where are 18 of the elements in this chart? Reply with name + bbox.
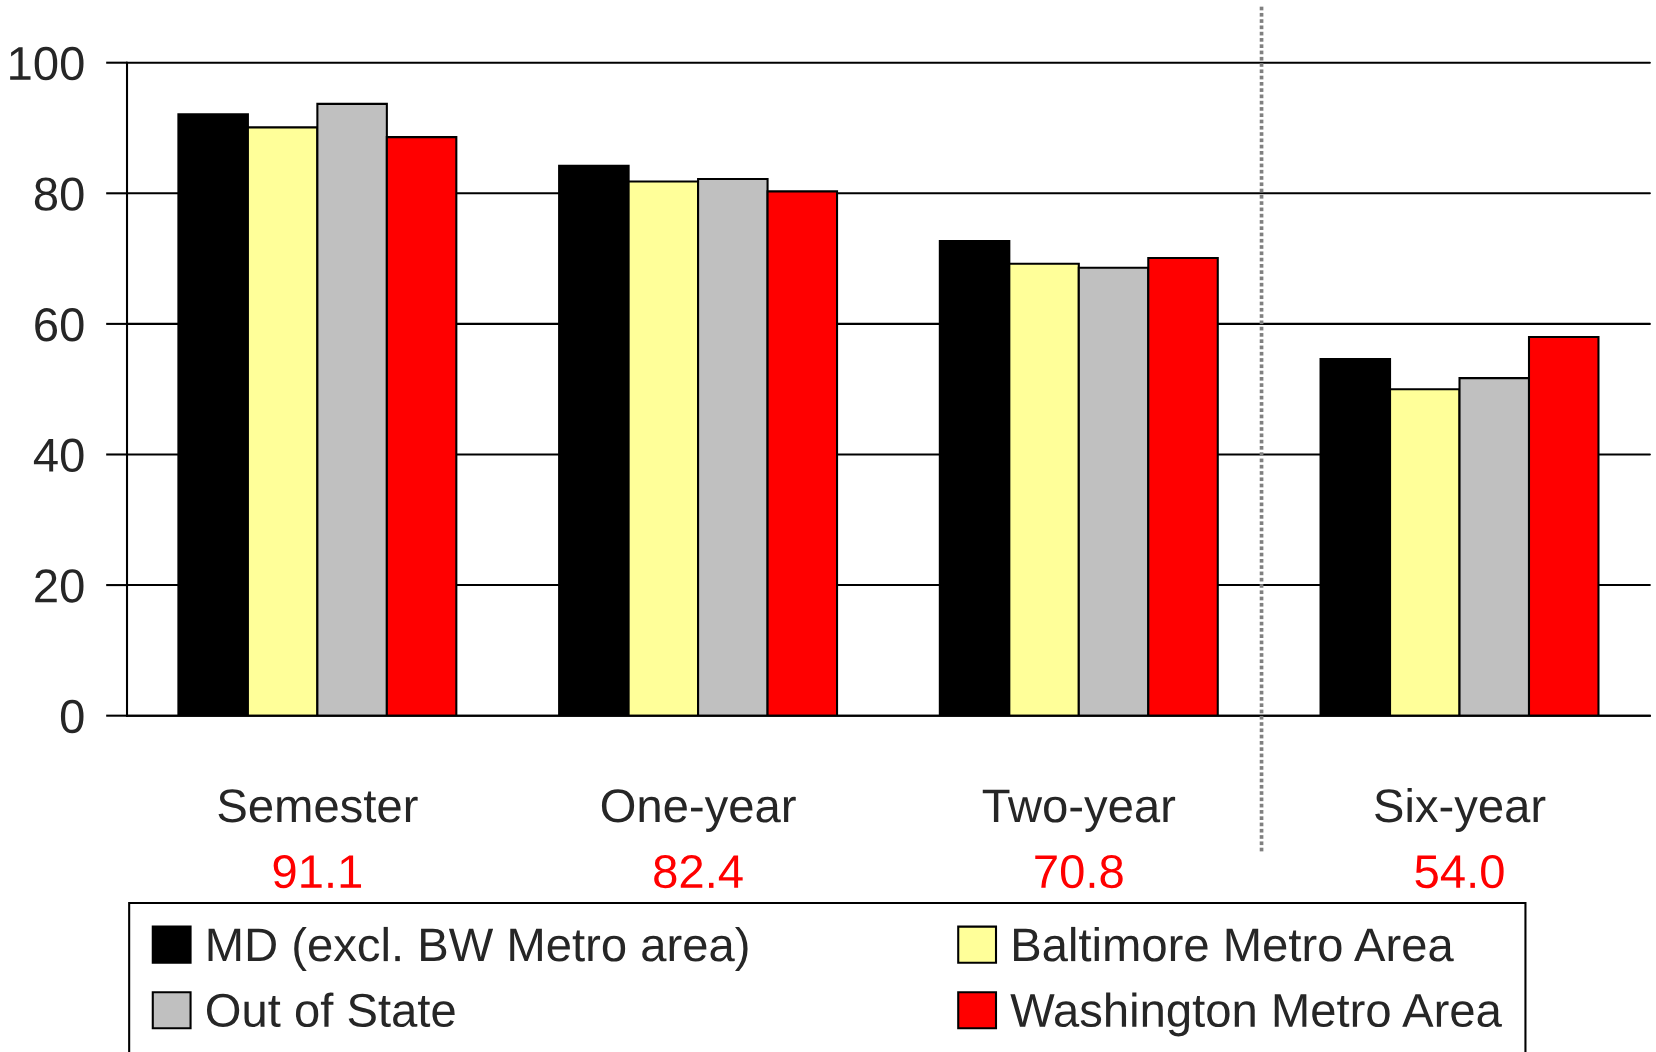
legend-label: Baltimore Metro Area	[1014, 926, 1454, 962]
text: 91.1	[273, 854, 362, 889]
text: 82.4	[654, 854, 743, 889]
text: 70.8	[1035, 854, 1123, 889]
y-tick-label: 0	[60, 699, 84, 734]
y-tick-label: 100	[10, 46, 84, 81]
x-tick-label: Semester	[218, 789, 418, 823]
y-tick-label: 20	[35, 569, 84, 603]
y-tick-label: 40	[33, 438, 84, 473]
x-tick-label: Two-year	[982, 789, 1176, 832]
x-tick-label: Six-year	[1375, 787, 1546, 832]
y-tick-label: 60	[35, 308, 84, 342]
y-tick-label: 80	[34, 177, 84, 211]
legend-label: Washington Metro Area	[1010, 992, 1502, 1037]
legend-label: MD (excl. BW Metro area)	[208, 926, 748, 971]
legend-label: Out of State	[206, 992, 455, 1028]
text: 54.0	[1415, 854, 1504, 889]
x-tick-label: One-year	[601, 789, 796, 832]
